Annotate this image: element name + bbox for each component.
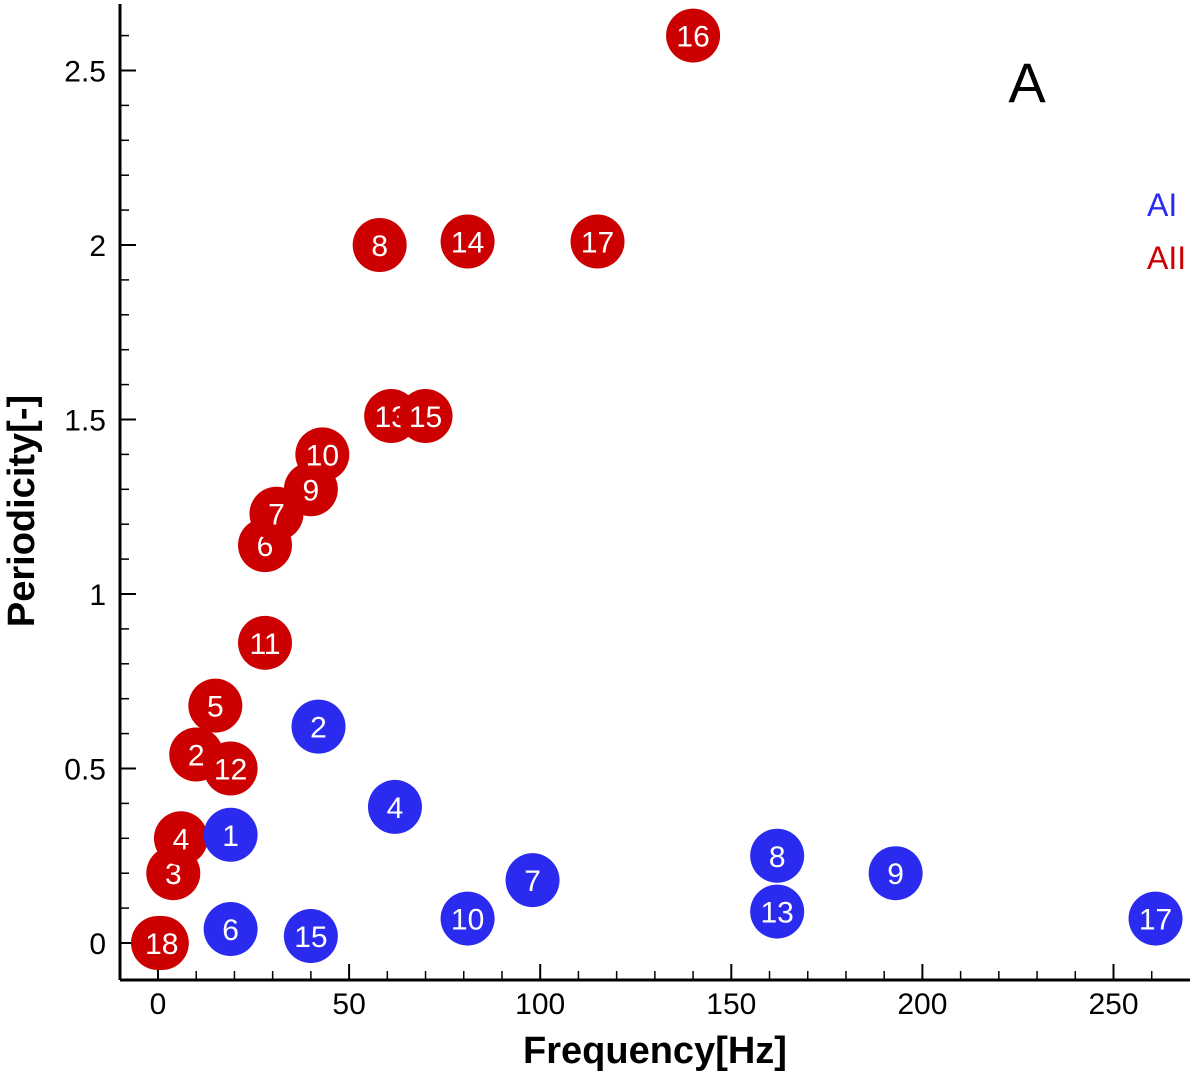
point-label: 15 bbox=[294, 921, 327, 954]
point-marker bbox=[750, 828, 805, 883]
point-label: 12 bbox=[214, 754, 247, 787]
point-label: 9 bbox=[303, 474, 320, 507]
point-label: 18 bbox=[145, 928, 178, 961]
point-label: 8 bbox=[371, 230, 388, 263]
point-AI-17: 17 bbox=[1128, 891, 1183, 946]
y-tick-label: 2 bbox=[89, 230, 106, 263]
point-AII-10: 10 bbox=[295, 427, 350, 482]
point-AII-14: 14 bbox=[440, 214, 495, 269]
point-label: 6 bbox=[222, 914, 239, 947]
point-AI-9: 9 bbox=[868, 846, 923, 901]
point-marker bbox=[570, 214, 625, 269]
point-label: 10 bbox=[451, 904, 484, 937]
point-AII-16: 16 bbox=[666, 8, 721, 63]
point-marker bbox=[188, 678, 243, 733]
point-marker bbox=[203, 807, 258, 862]
point-marker bbox=[295, 427, 350, 482]
data-points: 3421251167910131581417161181246789101315… bbox=[131, 8, 1183, 970]
y-tick-label: 0.5 bbox=[64, 754, 106, 787]
point-AII-4: 4 bbox=[153, 811, 208, 866]
point-AI-1: 1 bbox=[203, 807, 258, 862]
point-marker bbox=[398, 389, 453, 444]
point-label: 17 bbox=[581, 227, 614, 260]
legend-entry-AII: AII bbox=[1147, 240, 1186, 276]
point-marker bbox=[352, 218, 407, 272]
point-label: 1 bbox=[222, 820, 239, 853]
point-AII-15: 15 bbox=[398, 389, 453, 444]
point-label: 15 bbox=[409, 401, 442, 434]
point-AI-10: 10 bbox=[440, 891, 495, 946]
x-tick-label: 0 bbox=[150, 988, 167, 1021]
y-tick-label: 2.5 bbox=[64, 56, 106, 89]
x-tick-label: 50 bbox=[332, 988, 365, 1021]
point-AI-6: 6 bbox=[203, 902, 258, 957]
point-label: 16 bbox=[676, 21, 709, 54]
point-marker bbox=[505, 853, 560, 908]
panel-label: A bbox=[1008, 51, 1046, 114]
point-label: 4 bbox=[173, 823, 190, 856]
x-tick-label: 150 bbox=[706, 988, 756, 1021]
y-tick-label: 0 bbox=[89, 928, 106, 961]
point-label: 10 bbox=[306, 439, 339, 472]
y-tick-label: 1 bbox=[89, 579, 106, 612]
point-AI-4: 4 bbox=[367, 779, 422, 834]
point-AI-2: 2 bbox=[291, 699, 346, 754]
point-marker bbox=[203, 741, 258, 796]
point-marker bbox=[367, 779, 422, 834]
legend-entry-AI: AI bbox=[1147, 187, 1177, 223]
point-AI-13: 13 bbox=[750, 884, 805, 939]
point-AI-15: 15 bbox=[283, 909, 338, 964]
point-label: 4 bbox=[387, 792, 404, 825]
x-tick-label: 100 bbox=[515, 988, 565, 1021]
point-AII-17: 17 bbox=[570, 214, 625, 269]
point-label: 8 bbox=[769, 841, 786, 874]
point-marker bbox=[1128, 891, 1183, 946]
point-AI-8: 8 bbox=[750, 828, 805, 883]
point-AII-5: 5 bbox=[188, 678, 243, 733]
x-tick-label: 200 bbox=[897, 988, 947, 1021]
point-AII-12: 12 bbox=[203, 741, 258, 796]
point-marker bbox=[203, 902, 258, 957]
point-label: 17 bbox=[1139, 904, 1172, 937]
point-label: 2 bbox=[310, 712, 327, 745]
point-label: 9 bbox=[887, 858, 904, 891]
point-marker bbox=[153, 811, 208, 866]
point-marker bbox=[238, 615, 293, 670]
point-AII-8: 8 bbox=[352, 218, 407, 272]
point-label: 11 bbox=[249, 628, 280, 661]
point-label: 13 bbox=[760, 897, 793, 930]
axes: 0 0.5 1 1.5 2 2.5 0 50 100 150 200 250 bbox=[64, 4, 1190, 1021]
point-marker bbox=[440, 214, 495, 269]
legend: AI AII bbox=[1147, 187, 1186, 276]
point-AII-18: 18 bbox=[134, 916, 189, 970]
y-axis-title: Periodicity[-] bbox=[1, 395, 43, 627]
point-label: 2 bbox=[188, 740, 205, 773]
point-marker bbox=[868, 846, 923, 901]
point-marker bbox=[134, 916, 189, 970]
point-marker bbox=[291, 699, 346, 754]
point-AII-11: 11 bbox=[238, 615, 293, 670]
point-label: 14 bbox=[451, 227, 484, 260]
point-label: 5 bbox=[207, 691, 224, 724]
point-marker bbox=[283, 909, 338, 964]
point-label: 7 bbox=[524, 865, 541, 898]
point-marker bbox=[440, 891, 495, 946]
point-marker bbox=[666, 8, 721, 63]
x-axis-title: Frequency[Hz] bbox=[523, 1030, 787, 1072]
point-marker bbox=[750, 884, 805, 939]
y-tick-label: 1.5 bbox=[64, 405, 106, 438]
point-label: 7 bbox=[268, 499, 285, 532]
point-label: 3 bbox=[165, 858, 182, 891]
point-AI-7: 7 bbox=[505, 853, 560, 908]
x-tick-label: 250 bbox=[1088, 988, 1138, 1021]
